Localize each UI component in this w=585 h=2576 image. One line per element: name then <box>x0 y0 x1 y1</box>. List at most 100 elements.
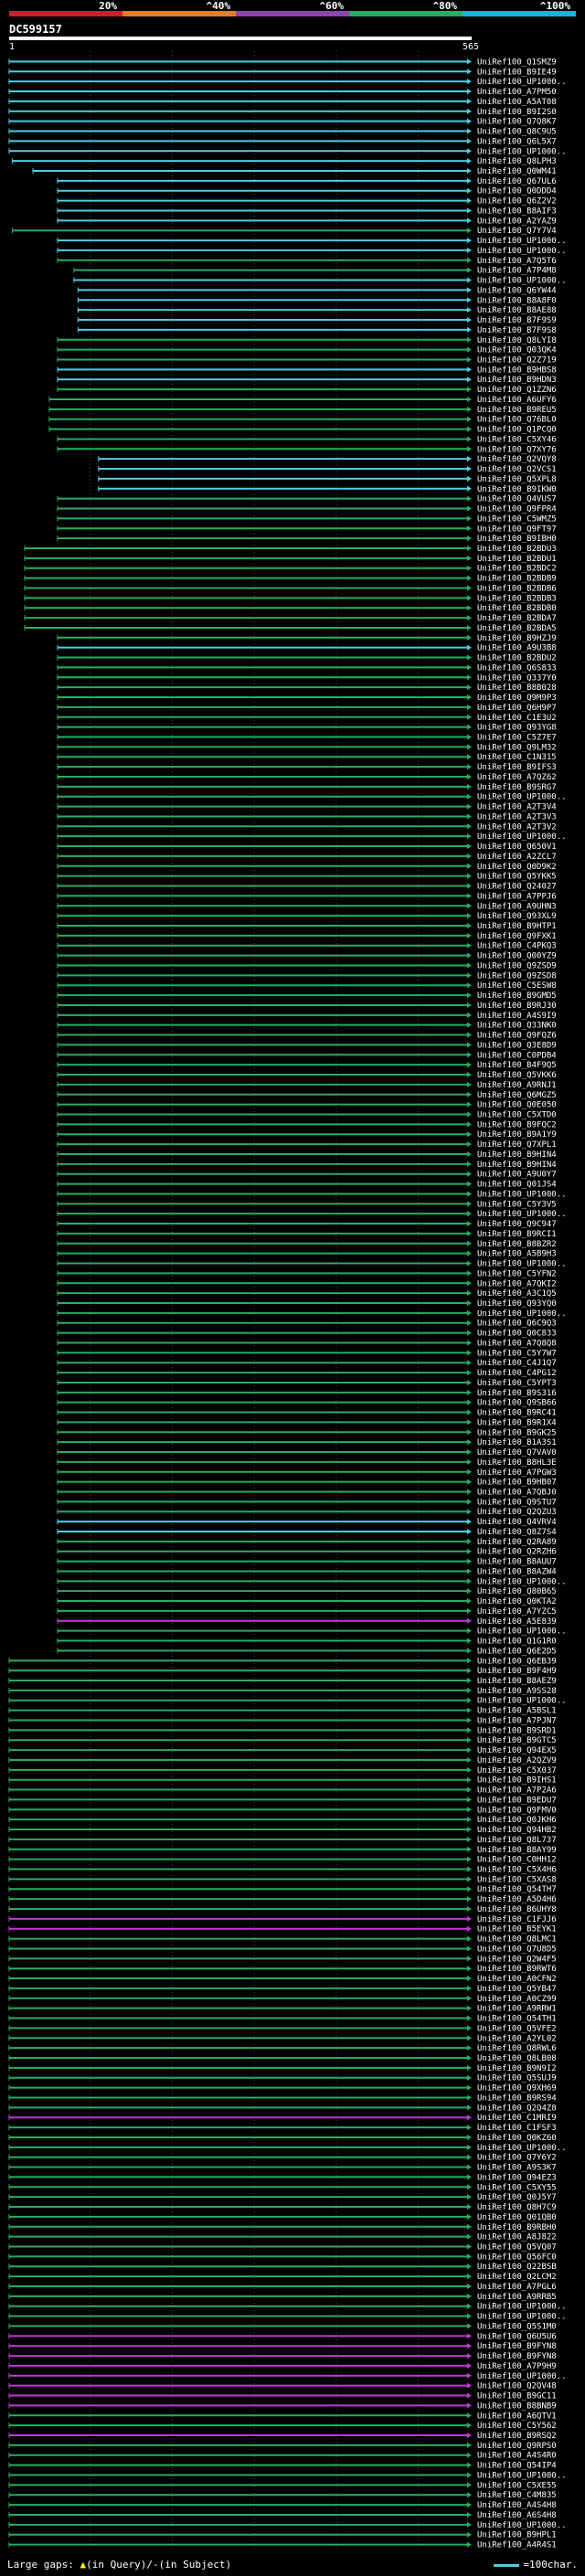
hit-row[interactable]: UniRef100_A9SS28 <box>8 1687 557 1696</box>
hit-label[interactable]: UniRef100_A0CFN2 <box>477 1975 557 1984</box>
hit-label[interactable]: UniRef100_B9HZJ9 <box>477 634 557 643</box>
hit-label[interactable]: UniRef100_Q2LCM2 <box>477 2273 557 2282</box>
hit-row[interactable]: UniRef100_A2T3V2 <box>57 822 557 832</box>
hit-label[interactable]: UniRef100_C5WMZ5 <box>477 514 557 524</box>
hit-label[interactable]: UniRef100_C4J1Q7 <box>477 1359 557 1368</box>
hit-label[interactable]: UniRef100_Q0J5Y7 <box>477 2193 557 2202</box>
hit-row[interactable]: UniRef100_B2BDU2 <box>57 654 557 663</box>
hit-label[interactable]: UniRef100_B9GC11 <box>477 2392 557 2401</box>
hit-row[interactable]: UniRef100_B2BDU3 <box>24 545 557 554</box>
hit-row[interactable]: UniRef100_B9HB07 <box>57 1479 557 1488</box>
hit-row[interactable]: UniRef100_Q6E2D5 <box>57 1647 557 1656</box>
hit-label[interactable]: UniRef100_A2QZV9 <box>477 1756 557 1765</box>
hit-row[interactable]: UniRef100_C5Y562 <box>8 2422 557 2431</box>
hit-label[interactable]: UniRef100_Q03QK4 <box>477 346 557 355</box>
hit-row[interactable]: UniRef100_B9HBS8 <box>57 366 557 375</box>
hit-label[interactable]: UniRef100_Q8H7C9 <box>477 2203 557 2212</box>
hit-row[interactable]: UniRef100_Q6S833 <box>57 663 557 673</box>
hit-label[interactable]: UniRef100_A5E839 <box>477 1617 557 1627</box>
hit-label[interactable]: UniRef100_A7QKI2 <box>477 1279 557 1288</box>
hit-label[interactable]: UniRef100_Q1SMZ9 <box>477 58 557 67</box>
hit-label[interactable]: UniRef100_B9SRG7 <box>477 783 557 792</box>
hit-label[interactable]: UniRef100_Q0D9K2 <box>477 863 557 872</box>
hit-row[interactable]: UniRef100_B2BDB0 <box>24 604 557 613</box>
hit-row[interactable]: UniRef100_C4PKQ3 <box>57 942 557 951</box>
hit-label[interactable]: UniRef100_Q6S833 <box>477 663 557 673</box>
hit-label[interactable]: UniRef100_C0HH12 <box>477 1856 557 1865</box>
hit-label[interactable]: UniRef100_Q6Z2V2 <box>477 197 557 207</box>
hit-row[interactable]: UniRef100_B9HTP1 <box>57 922 557 931</box>
hit-row[interactable]: UniRef100_B8AY99 <box>8 1846 557 1855</box>
hit-row[interactable]: UniRef100_C5XY55 <box>8 2183 557 2192</box>
hit-row[interactable]: UniRef100_Q8C9U5 <box>8 128 557 137</box>
hit-label[interactable]: UniRef100_B2BDU3 <box>477 545 557 554</box>
hit-label[interactable]: UniRef100_A4R4S1 <box>477 2541 557 2550</box>
hit-label[interactable]: UniRef100_B2BDB6 <box>477 584 557 593</box>
hit-label[interactable]: UniRef100_Q54TH1 <box>477 2015 557 2024</box>
hit-label[interactable]: UniRef100_B7F9S9 <box>477 316 557 325</box>
hit-row[interactable]: UniRef100_Q6U5U6 <box>8 2332 557 2341</box>
hit-row[interactable]: UniRef100_C1MRI9 <box>8 2114 557 2123</box>
hit-label[interactable]: UniRef100_Q1ZZN6 <box>477 386 557 395</box>
hit-label[interactable]: UniRef100_Q8LMC1 <box>477 1935 557 1945</box>
hit-label[interactable]: UniRef100_C5Y562 <box>477 2422 557 2431</box>
hit-row[interactable]: UniRef100_Q9FMV0 <box>8 1806 557 1815</box>
hit-row[interactable]: UniRef100_UP1000.. <box>57 247 567 256</box>
hit-row[interactable]: UniRef100_B2BDB9 <box>24 575 557 584</box>
hit-label[interactable]: UniRef100_C5X4H6 <box>477 1866 557 1875</box>
hit-row[interactable]: UniRef100_UP1000.. <box>57 1627 567 1637</box>
hit-row[interactable]: UniRef100_Q6Z2V2 <box>57 197 557 207</box>
hit-row[interactable]: UniRef100_B8BNB9 <box>8 2401 557 2411</box>
hit-label[interactable]: UniRef100_B5EYK1 <box>477 1925 557 1935</box>
hit-row[interactable]: UniRef100_A2YAZ9 <box>57 217 557 226</box>
hit-label[interactable]: UniRef100_B9GK25 <box>477 1428 557 1437</box>
hit-row[interactable]: UniRef100_B9GC11 <box>8 2392 557 2401</box>
hit-label[interactable]: UniRef100_UP1000.. <box>477 237 567 246</box>
hit-row[interactable]: UniRef100_Q8RWL6 <box>8 2044 557 2053</box>
hit-label[interactable]: UniRef100_A7YZC5 <box>477 1607 557 1617</box>
hit-label[interactable]: UniRef100_Q2RA89 <box>477 1538 557 1547</box>
hit-label[interactable]: UniRef100_Q56FC0 <box>477 2253 557 2262</box>
hit-row[interactable]: UniRef100_Q9RPS0 <box>8 2442 557 2451</box>
hit-row[interactable]: UniRef100_A2ZCL7 <box>57 853 557 862</box>
hit-label[interactable]: UniRef100_B9IHS1 <box>477 1776 557 1786</box>
hit-label[interactable]: UniRef100_B9EDU7 <box>477 1796 557 1805</box>
hit-label[interactable]: UniRef100_Q33NK0 <box>477 1022 557 1031</box>
hit-row[interactable]: UniRef100_Q1PCQ0 <box>48 426 557 435</box>
hit-row[interactable]: UniRef100_Q33NK0 <box>57 1022 557 1031</box>
hit-row[interactable]: UniRef100_B9GMD5 <box>57 991 557 1001</box>
hit-row[interactable]: UniRef100_Q1ZZN6 <box>57 386 557 395</box>
hit-row[interactable]: UniRef100_C1FJJ6 <box>8 1915 557 1924</box>
hit-row[interactable]: UniRef100_A9UHN3 <box>57 902 557 911</box>
hit-row[interactable]: UniRef100_UP1000.. <box>57 1260 567 1269</box>
hit-label[interactable]: UniRef100_Q9FMV0 <box>477 1806 557 1815</box>
hit-label[interactable]: UniRef100_Q8Z7S4 <box>477 1528 557 1537</box>
hit-label[interactable]: UniRef100_A5BSL1 <box>477 1707 557 1716</box>
hit-row[interactable]: UniRef100_A7Q8Q8 <box>57 1339 557 1348</box>
hit-label[interactable]: UniRef100_Q9XH69 <box>477 2084 557 2094</box>
hit-row[interactable]: UniRef100_A9U0Y7 <box>57 1171 557 1180</box>
hit-row[interactable]: UniRef100_B7F9S9 <box>77 316 557 325</box>
hit-label[interactable]: UniRef100_Q93YG8 <box>477 724 557 733</box>
hit-label[interactable]: UniRef100_B2BDB9 <box>477 575 557 584</box>
hit-row[interactable]: UniRef100_Q2QZU3 <box>57 1508 557 1517</box>
hit-label[interactable]: UniRef100_UP1000.. <box>477 78 567 87</box>
hit-label[interactable]: UniRef100_C5Y7W7 <box>477 1349 557 1358</box>
hit-row[interactable]: UniRef100_A2T3V4 <box>57 803 557 812</box>
hit-label[interactable]: UniRef100_Q80B65 <box>477 1587 557 1596</box>
hit-label[interactable]: UniRef100_UP1000.. <box>477 793 567 802</box>
hit-row[interactable]: UniRef100_C0PDB4 <box>57 1051 557 1060</box>
hit-label[interactable]: UniRef100_B9HPL1 <box>477 2531 557 2540</box>
hit-label[interactable]: UniRef100_Q6H9P7 <box>477 704 557 713</box>
hit-label[interactable]: UniRef100_A7Q8Q8 <box>477 1339 557 1348</box>
hit-row[interactable]: UniRef100_Q9LM32 <box>57 743 557 752</box>
hit-row[interactable]: UniRef100_UP1000.. <box>57 832 567 842</box>
hit-label[interactable]: UniRef100_Q6L5X7 <box>477 137 557 146</box>
hit-row[interactable]: UniRef100_Q9M9P3 <box>57 694 557 703</box>
hit-row[interactable]: UniRef100_Q6YW44 <box>77 286 557 295</box>
hit-row[interactable]: UniRef100_B9HDN3 <box>57 376 557 385</box>
hit-label[interactable]: UniRef100_B9HTP1 <box>477 922 557 931</box>
hit-label[interactable]: UniRef100_A7PGL6 <box>477 2283 557 2292</box>
hit-row[interactable]: UniRef100_B9HIN4 <box>57 1161 557 1170</box>
hit-row[interactable]: UniRef100_B8HL3E <box>57 1458 557 1468</box>
